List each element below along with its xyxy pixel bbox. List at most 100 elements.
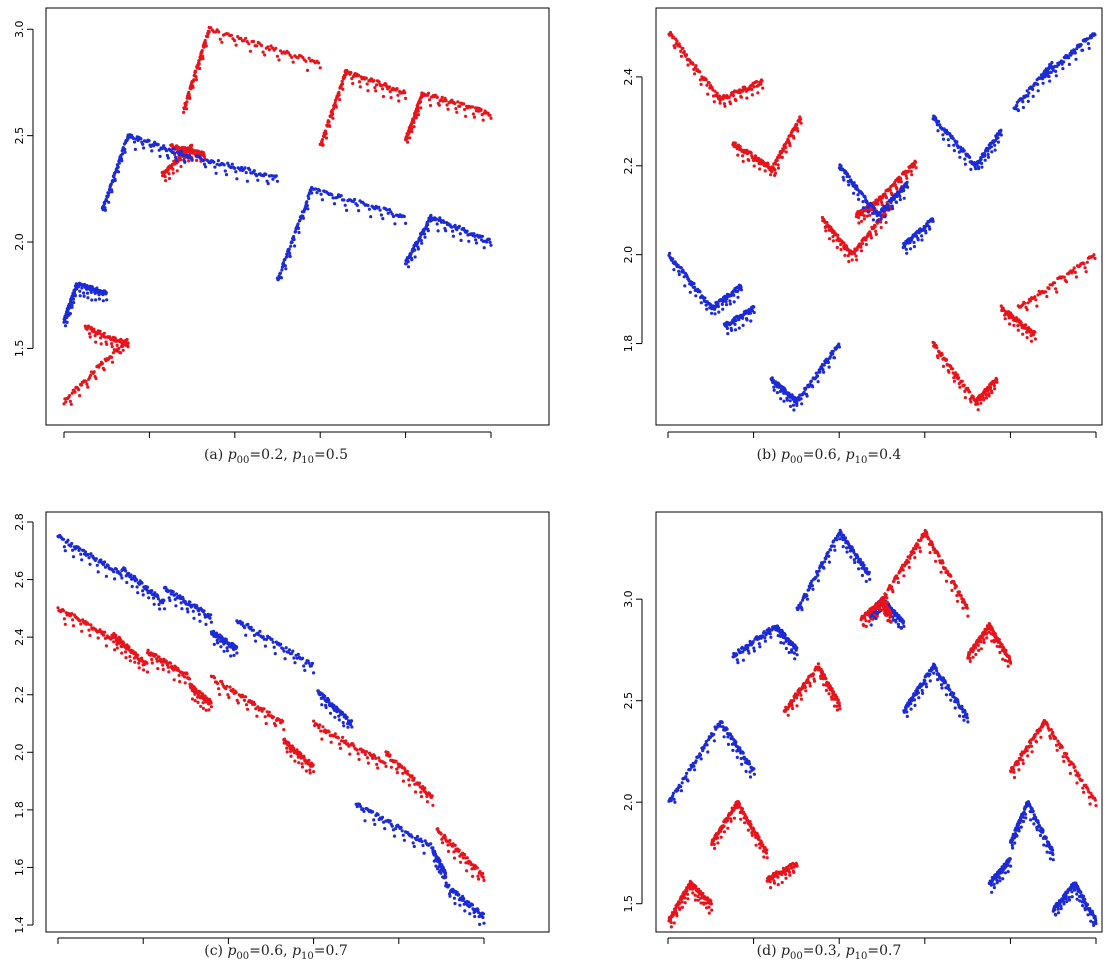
data-point xyxy=(735,755,739,759)
data-point xyxy=(713,89,717,93)
data-point xyxy=(253,639,258,643)
data-point xyxy=(410,258,414,262)
data-point xyxy=(107,191,111,195)
data-point xyxy=(416,113,421,117)
data-point xyxy=(839,247,843,252)
data-point xyxy=(321,143,325,147)
data-point xyxy=(893,183,897,187)
data-point xyxy=(1093,256,1097,260)
data-point xyxy=(344,739,348,743)
data-point xyxy=(248,49,252,53)
data-point xyxy=(288,53,292,57)
data-point xyxy=(866,210,870,214)
data-point xyxy=(123,339,127,343)
data-point xyxy=(747,762,752,766)
data-point xyxy=(895,187,899,191)
data-point xyxy=(400,829,404,833)
data-point xyxy=(447,892,452,896)
data-point xyxy=(226,161,230,165)
data-point xyxy=(317,726,321,730)
data-point xyxy=(470,105,475,109)
data-point xyxy=(242,698,247,702)
data-point xyxy=(1036,89,1040,93)
data-point xyxy=(412,844,416,849)
data-point xyxy=(818,370,822,374)
data-point xyxy=(842,533,846,537)
data-point xyxy=(78,294,82,298)
data-point xyxy=(773,173,777,177)
data-point xyxy=(429,219,433,223)
data-point xyxy=(245,40,249,44)
data-point xyxy=(364,750,368,754)
data-point xyxy=(720,302,724,306)
data-point xyxy=(113,648,117,652)
data-point xyxy=(452,856,457,860)
data-point xyxy=(986,149,990,153)
data-point xyxy=(130,584,134,589)
data-point xyxy=(209,620,213,624)
data-point xyxy=(465,856,469,860)
data-point xyxy=(675,39,679,43)
data-point xyxy=(924,231,928,235)
data-point xyxy=(989,145,993,149)
data-point xyxy=(319,192,323,196)
data-point xyxy=(899,180,903,184)
data-point xyxy=(857,221,861,225)
data-point xyxy=(132,140,137,144)
y-tick-label: 2.5 xyxy=(13,127,26,145)
data-point xyxy=(741,154,745,158)
data-point xyxy=(748,775,753,779)
data-point xyxy=(829,548,833,552)
y-tick-label: 2.0 xyxy=(13,744,26,762)
data-point xyxy=(263,644,267,648)
data-point xyxy=(865,567,869,571)
data-point xyxy=(407,778,411,782)
data-point xyxy=(218,37,222,41)
data-point xyxy=(822,370,826,374)
data-point xyxy=(732,300,736,304)
data-point xyxy=(902,189,906,193)
data-point xyxy=(191,85,195,89)
data-point xyxy=(951,136,955,141)
data-point xyxy=(94,557,98,561)
data-point xyxy=(1050,60,1054,65)
data-point xyxy=(867,570,871,574)
data-point xyxy=(847,259,851,264)
data-point xyxy=(387,85,391,89)
data-point xyxy=(316,689,320,693)
data-point xyxy=(136,591,140,595)
data-point xyxy=(378,208,382,212)
data-point xyxy=(107,200,111,204)
data-point xyxy=(459,238,463,242)
data-point xyxy=(688,768,692,772)
data-point xyxy=(172,668,176,672)
data-point xyxy=(391,214,396,219)
data-point xyxy=(235,698,239,702)
data-point xyxy=(349,719,354,723)
data-point xyxy=(63,549,67,553)
data-point xyxy=(1015,104,1019,108)
data-point xyxy=(205,35,209,39)
data-point xyxy=(879,225,883,230)
data-point xyxy=(958,155,962,159)
data-point xyxy=(377,756,381,760)
data-point xyxy=(476,874,480,878)
data-point xyxy=(880,200,884,204)
y-tick-label: 2.2 xyxy=(13,686,26,704)
data-point xyxy=(342,198,346,202)
data-point xyxy=(763,169,767,173)
data-point xyxy=(947,370,951,374)
data-point xyxy=(980,161,984,165)
data-point xyxy=(446,843,450,847)
data-point xyxy=(752,85,756,89)
data-point xyxy=(62,545,66,549)
data-point xyxy=(283,258,287,262)
data-point xyxy=(680,781,684,785)
data-point xyxy=(1092,253,1096,257)
data-point xyxy=(738,91,742,95)
data-point xyxy=(249,625,253,629)
data-point xyxy=(215,638,219,642)
data-point xyxy=(194,70,198,74)
data-point xyxy=(737,318,741,322)
data-point xyxy=(740,762,744,766)
